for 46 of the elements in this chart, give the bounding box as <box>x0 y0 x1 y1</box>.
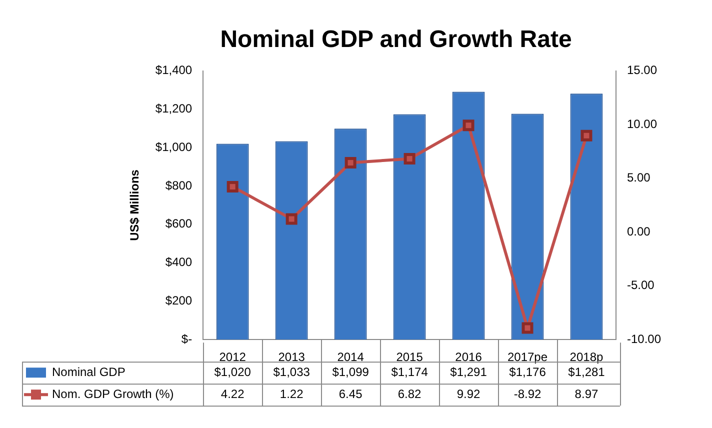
y2-tick-label: 5.00 <box>626 170 651 185</box>
data-label: $1,099 <box>332 364 370 379</box>
legend-label: Nom. GDP Growth (%) <box>52 386 174 401</box>
y-tick-label: $200 <box>165 294 192 308</box>
x-tick-label: 2015 <box>396 350 424 364</box>
data-label: $1,033 <box>273 364 310 379</box>
y-tick-label: $1,400 <box>155 63 192 78</box>
data-label: 6.82 <box>398 386 422 401</box>
y-tick-label: $- <box>181 332 192 346</box>
y-tick-label: $1,000 <box>155 140 192 154</box>
y2-tick-label: 15.00 <box>626 63 658 78</box>
chart-title: Nominal GDP and Growth Rate <box>220 26 572 54</box>
x-tick-label: 2017pe <box>507 350 548 364</box>
x-tick-label: 2014 <box>337 350 364 364</box>
point <box>226 180 238 192</box>
data-label: 9.92 <box>456 386 481 401</box>
x-tick-label: 2013 <box>278 350 306 364</box>
point <box>404 153 416 164</box>
data-label: $1,281 <box>568 364 606 379</box>
data-label: 8.97 <box>574 386 598 401</box>
data-label: $1,176 <box>509 364 546 379</box>
y-tick-label: $1,200 <box>155 102 192 116</box>
y-tick-label: $800 <box>165 178 192 192</box>
point <box>522 322 534 334</box>
legend-label: Nominal GDP <box>52 364 126 379</box>
y2-tick-label: 0.00 <box>626 224 651 238</box>
data-label: $1,174 <box>391 364 428 379</box>
point <box>344 156 356 168</box>
data-label: 4.22 <box>220 386 245 401</box>
y-tick-label: $400 <box>165 255 192 270</box>
point <box>286 213 298 225</box>
x-tick-label: 2016 <box>455 350 482 364</box>
y2-tick-label: 10.00 <box>626 116 658 131</box>
x-tick-label: 2018p <box>570 350 604 364</box>
data-label: 6.45 <box>338 386 363 401</box>
data-label: $1,020 <box>214 364 252 379</box>
x-tick-label: 2012 <box>219 350 246 364</box>
y-tick-label: $600 <box>165 216 192 231</box>
y2-tick-label: -5.00 <box>626 278 655 292</box>
point <box>462 120 474 132</box>
data-label: $1,291 <box>450 364 488 379</box>
point <box>580 130 592 142</box>
data-label: -8.92 <box>514 386 542 401</box>
data-label: 1.22 <box>280 386 304 401</box>
y2-tick-label: -10.00 <box>626 332 662 346</box>
y-axis-title: US$ Millions <box>128 169 142 241</box>
